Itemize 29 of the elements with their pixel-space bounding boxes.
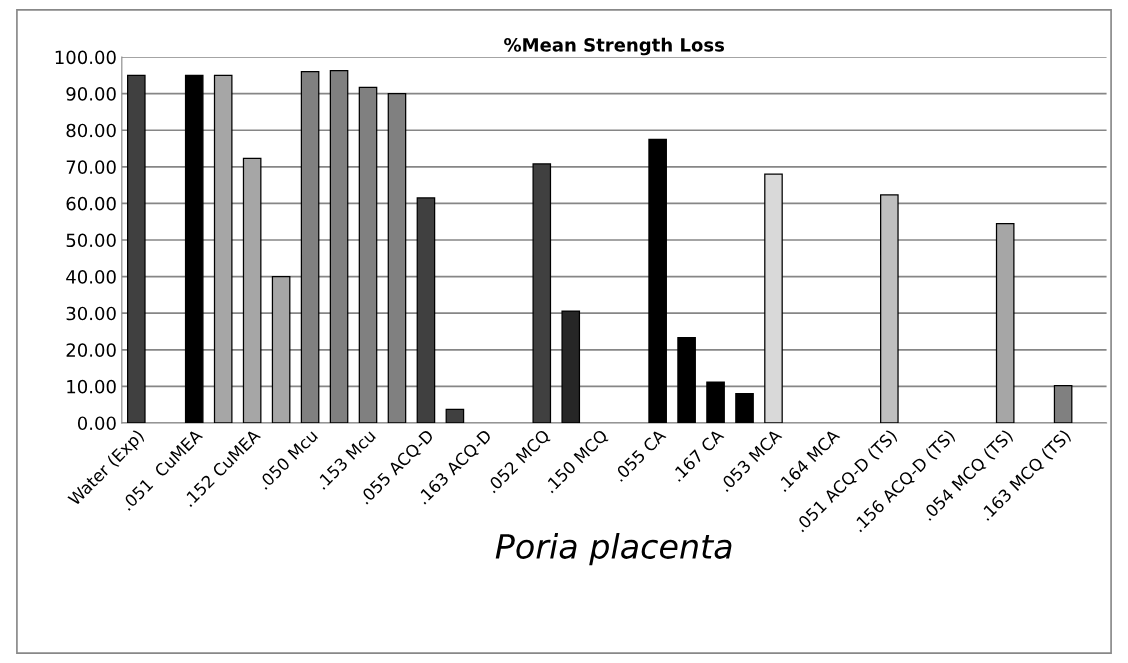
bar (445, 408, 465, 423)
y-tick-label: 100.00 (55, 50, 116, 65)
bar (213, 74, 233, 423)
y-tick-label: 50.00 (66, 233, 116, 248)
y-tick-label: 0.00 (77, 416, 116, 431)
y-tick-label: 70.00 (66, 160, 116, 174)
bar (416, 197, 436, 423)
bar (880, 194, 899, 423)
bar (764, 173, 783, 423)
x-axis-title: Poria placenta (495, 533, 732, 566)
bar (532, 163, 552, 423)
bar (677, 337, 696, 423)
y-tick-label: 30.00 (66, 306, 116, 321)
y-tick-label: 20.00 (66, 343, 116, 357)
bar (126, 74, 146, 423)
bar (184, 74, 204, 423)
bar (706, 381, 725, 423)
chart-title: %Mean Strength Loss (504, 37, 725, 56)
bar (242, 157, 262, 423)
y-tick-label: 90.00 (66, 87, 116, 101)
bar (735, 393, 754, 423)
y-tick-label: 60.00 (66, 196, 116, 211)
y-tick-label: 80.00 (66, 123, 116, 138)
y-tick-label: 10.00 (67, 379, 116, 394)
bar (648, 138, 667, 423)
y-tick-label: 40.00 (66, 270, 116, 284)
bar (995, 222, 1015, 423)
bar (561, 310, 581, 423)
bar (271, 275, 291, 423)
